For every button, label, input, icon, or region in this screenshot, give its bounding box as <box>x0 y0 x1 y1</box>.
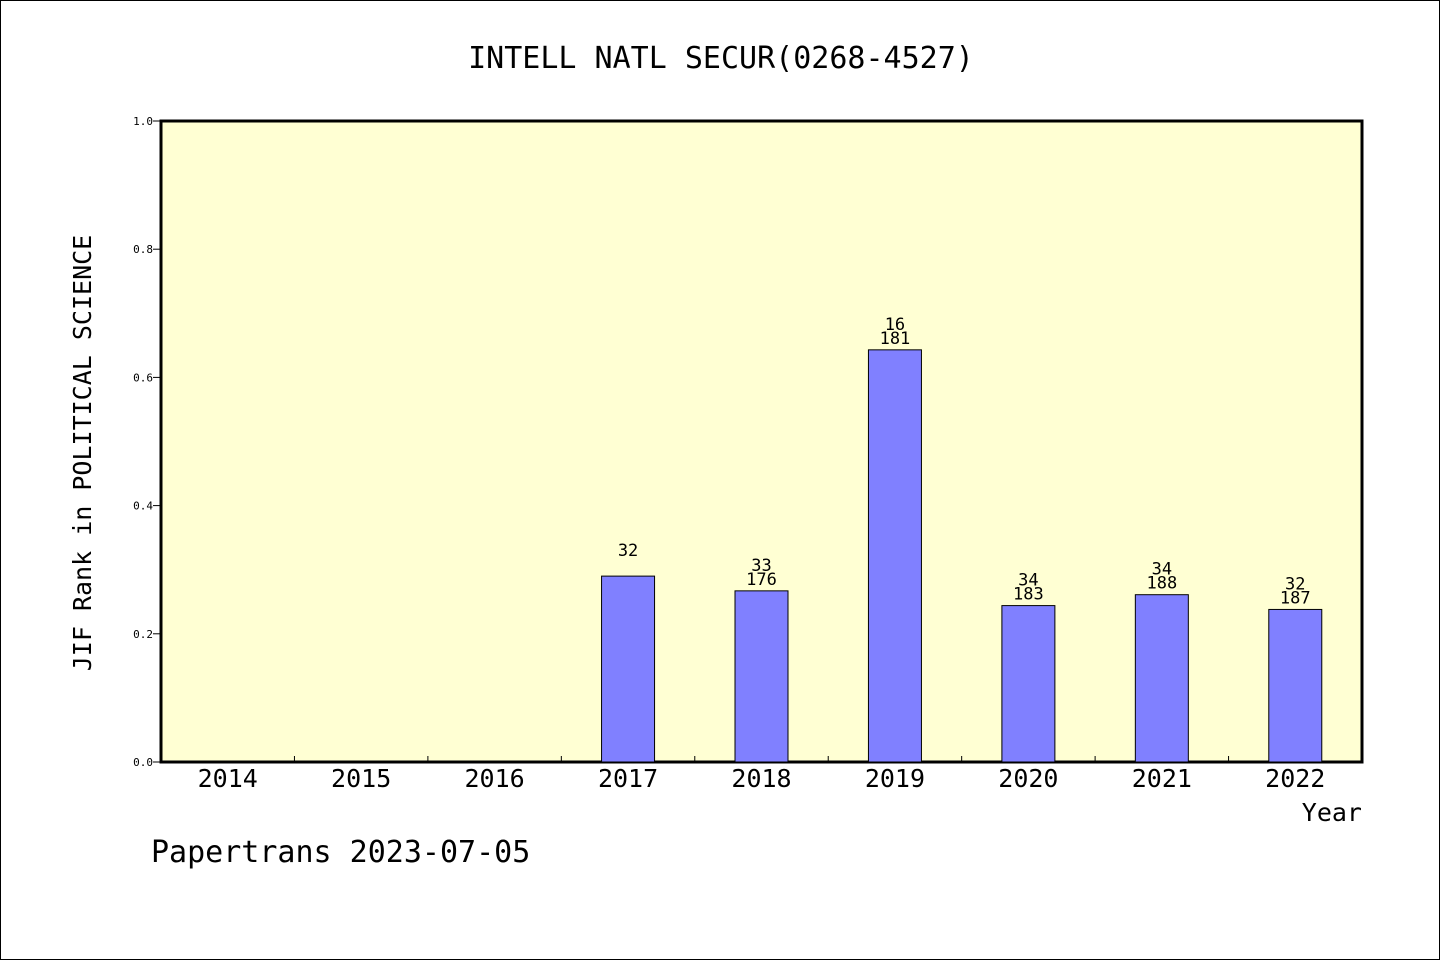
bar-label-total: 188 <box>1146 574 1177 594</box>
x-tick-label: 2015 <box>331 764 391 793</box>
x-tick-label: 2017 <box>598 764 658 793</box>
y-tick-label: 0.2 <box>133 628 153 641</box>
bar-label-rank: 32 <box>1285 574 1305 594</box>
y-tick-label: 0.8 <box>133 243 153 256</box>
x-tick-label: 2020 <box>998 764 1058 793</box>
x-tick-label: 2019 <box>865 764 925 793</box>
x-axis-label: Year <box>1302 798 1362 827</box>
x-tick-label: 2022 <box>1265 764 1325 793</box>
x-tick-label: 2014 <box>198 764 258 793</box>
bar-label-rank: 34 <box>1152 560 1172 580</box>
x-tick-label: 2016 <box>465 764 525 793</box>
bar-2018 <box>734 590 789 763</box>
bar-2022 <box>1268 608 1323 763</box>
bar-label-total: 181 <box>880 329 911 349</box>
x-tick-label: 2021 <box>1132 764 1192 793</box>
y-axis-label: JIF Rank in POLITICAL SCIENCE <box>68 235 97 672</box>
y-tick-label: 0.4 <box>133 500 153 513</box>
bar-label-total: 176 <box>746 570 777 590</box>
bar-2020 <box>1001 605 1056 763</box>
y-tick-label: 0.0 <box>133 756 153 769</box>
chart-title: INTELL NATL SECUR(0268-4527) <box>468 41 974 76</box>
footer-text: Papertrans 2023-07-05 <box>151 835 531 870</box>
bar-label-rank: 16 <box>885 315 905 335</box>
bar-label-rank: 34 <box>1018 571 1038 591</box>
y-tick-label: 1.0 <box>133 115 153 128</box>
bar-label-rank: 33 <box>751 556 771 576</box>
bar-2017 <box>601 575 656 763</box>
bar-label-rank: 32 <box>618 541 638 561</box>
bar-label-total: 187 <box>1280 588 1311 608</box>
bar-2021 <box>1134 594 1189 763</box>
bar-2019 <box>867 349 922 763</box>
y-tick-label: 0.6 <box>133 371 153 384</box>
x-tick-label: 2018 <box>731 764 791 793</box>
bar-label-total: 183 <box>1013 585 1044 605</box>
